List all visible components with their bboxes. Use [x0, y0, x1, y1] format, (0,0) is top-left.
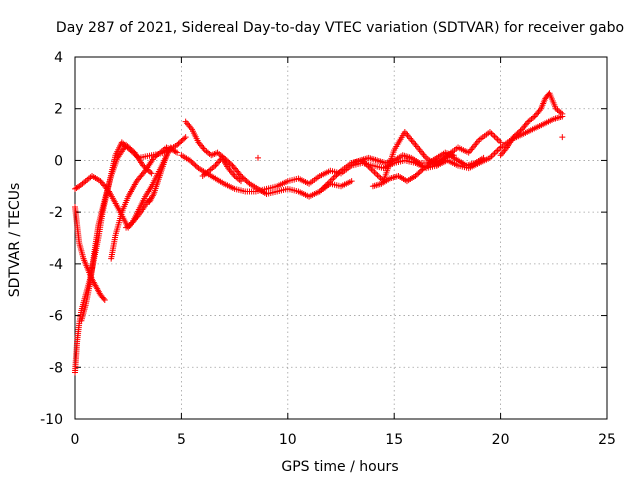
data-point: [243, 178, 250, 185]
data-point: [418, 167, 425, 174]
data-point: [416, 169, 423, 176]
data-point: [239, 174, 246, 181]
data-point: [413, 171, 420, 178]
plot-frame: [74, 56, 608, 420]
data-point: [480, 154, 487, 161]
data-point: [127, 145, 134, 152]
data-point: [118, 139, 125, 146]
grid-lines: [75, 57, 607, 419]
data-point: [516, 128, 523, 135]
y-tick-label: 4: [54, 50, 63, 66]
y-tick-label: 0: [54, 153, 63, 169]
tick-labels: 0 5 10 15 20 25 -10 -8 -6 -4 -2 0 2 4: [40, 50, 616, 448]
x-tick-label: 0: [71, 432, 80, 448]
data-point: [511, 132, 518, 139]
axes: [74, 56, 608, 420]
data-point: [510, 134, 517, 141]
data-point: [140, 162, 147, 169]
data-point: [559, 110, 566, 117]
data-point: [242, 176, 249, 183]
y-tick-label: -10: [40, 412, 63, 428]
y-tick-label: 2: [54, 102, 63, 118]
data-point: [182, 134, 189, 141]
data-point: [194, 163, 201, 170]
data-point: [148, 170, 155, 177]
data-point: [74, 184, 81, 191]
data-point: [517, 127, 524, 134]
data-point: [176, 139, 183, 146]
data-point: [181, 135, 188, 142]
y-tick-label: -4: [49, 257, 63, 273]
data-point: [450, 152, 457, 159]
data-point: [559, 134, 566, 141]
data-point: [174, 141, 181, 148]
data-point: [236, 171, 243, 178]
chart-title: Day 287 of 2021, Sidereal Day-to-day VTE…: [56, 20, 624, 36]
data-point: [240, 175, 247, 182]
data-point: [101, 297, 108, 304]
data-point: [191, 161, 198, 168]
data-point: [237, 178, 244, 185]
data-points: [72, 90, 566, 376]
data-point: [124, 143, 131, 150]
data-point: [141, 169, 148, 176]
data-point: [128, 147, 135, 154]
data-point: [188, 158, 195, 165]
y-tick-label: -2: [49, 205, 63, 221]
data-point: [175, 140, 182, 147]
data-point: [179, 136, 186, 143]
data-point: [178, 138, 185, 145]
data-point: [123, 141, 130, 148]
x-axis-label: GPS time / hours: [281, 459, 398, 475]
data-point: [186, 157, 193, 164]
data-point: [348, 178, 355, 185]
data-point: [412, 172, 419, 179]
data-point: [415, 170, 422, 177]
x-tick-label: 5: [177, 432, 186, 448]
data-point: [497, 139, 504, 146]
y-tick-label: -8: [49, 360, 63, 376]
data-point: [237, 172, 244, 179]
data-point: [419, 166, 426, 173]
data-point: [163, 152, 170, 159]
data-point: [514, 130, 521, 137]
x-tick-label: 15: [385, 432, 403, 448]
data-point: [147, 169, 154, 176]
x-tick-label: 25: [598, 432, 616, 448]
data-point: [255, 154, 262, 161]
data-point: [100, 295, 107, 302]
x-tick-label: 20: [492, 432, 510, 448]
y-tick-label: -6: [49, 309, 63, 325]
x-tick-label: 10: [279, 432, 297, 448]
data-point: [172, 148, 179, 155]
data-point: [192, 162, 199, 169]
data-point: [174, 149, 181, 156]
data-point: [513, 131, 520, 138]
data-point: [245, 179, 252, 186]
data-point: [189, 160, 196, 167]
data-point: [167, 144, 174, 151]
y-axis-label: SDTVAR / TECUs: [7, 183, 23, 298]
data-point: [125, 144, 132, 151]
